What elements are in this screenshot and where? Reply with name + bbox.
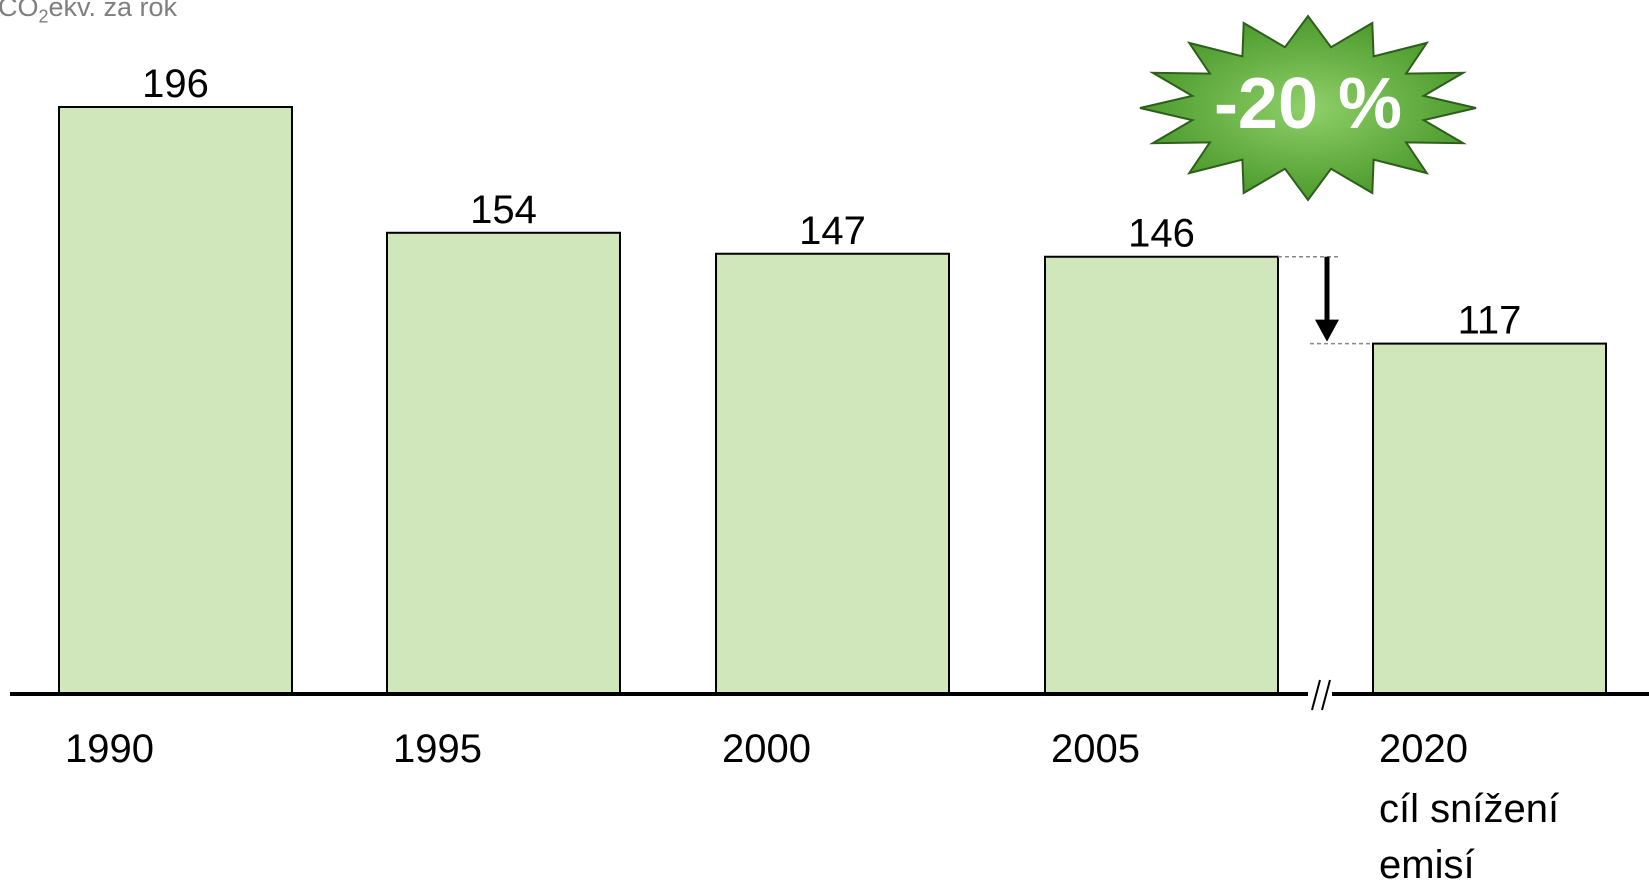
x-note-label-2020-line-1: cíl snížení — [1379, 787, 1559, 831]
value-label-2020: 117 — [1458, 299, 1522, 343]
bar-2005 — [1044, 255, 1279, 695]
bars-layer — [58, 106, 1607, 696]
bar-1995 — [386, 231, 621, 696]
value-label-1990: 196 — [142, 62, 209, 106]
x-tick-label-2005: 2005 — [1051, 727, 1140, 771]
x-note-label-2020-line-2: emisí — [1379, 843, 1475, 883]
value-label-1995: 154 — [470, 188, 537, 232]
down-arrow-icon — [1315, 319, 1339, 342]
value-labels-layer: 196 154 147 146 117 — [142, 62, 1521, 343]
value-label-2005: 146 — [1128, 212, 1195, 256]
bar-1990 — [58, 106, 293, 695]
bar-2020 — [1372, 342, 1607, 695]
x-tick-label-1995: 1995 — [393, 727, 482, 771]
reduction-starburst: -20 % — [1139, 14, 1477, 202]
value-label-2000: 147 — [799, 209, 866, 253]
x-tick-label-1990: 1990 — [65, 727, 154, 771]
x-tick-label-2020: 2020 — [1379, 727, 1468, 771]
x-tick-label-2000: 2000 — [722, 727, 811, 771]
axis-break-mark — [1308, 679, 1332, 711]
bar-2000 — [715, 252, 950, 695]
reduction-arrow — [1278, 255, 1373, 345]
y-axis-unit-label: CO2ekv. za rok — [0, 0, 178, 27]
reduction-percent-label: -20 % — [1214, 64, 1402, 144]
x-labels-layer: 1990 1995 2000 2005 2020 cíl snížení emisí — [65, 727, 1559, 883]
